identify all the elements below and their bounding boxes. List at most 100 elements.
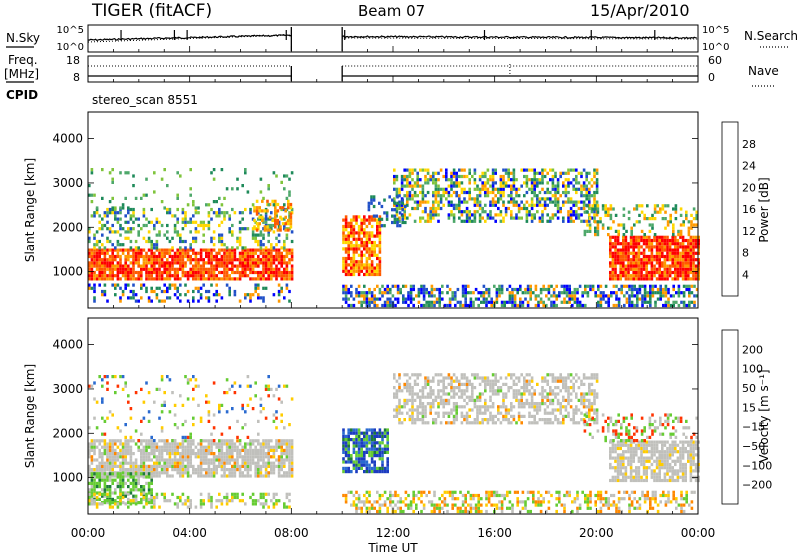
data-cell	[145, 258, 148, 262]
data-cell	[363, 438, 366, 442]
data-cell	[121, 458, 125, 462]
data-cell	[519, 284, 522, 288]
data-cell	[106, 251, 109, 255]
data-cell	[283, 187, 286, 191]
data-cell	[140, 492, 143, 496]
data-cell	[674, 238, 677, 243]
data-cell	[370, 224, 374, 229]
data-cell	[168, 464, 172, 468]
data-cell	[533, 216, 536, 220]
data-cell	[189, 261, 192, 265]
data-cell	[103, 439, 107, 443]
data-cell	[241, 274, 244, 278]
data-cell	[270, 211, 273, 215]
data-cell	[632, 261, 635, 265]
data-cell	[158, 220, 161, 224]
data-cell	[114, 455, 117, 459]
data-cell	[202, 445, 205, 449]
data-cell	[469, 300, 473, 304]
data-cell	[205, 251, 208, 255]
data-cell	[648, 217, 652, 221]
date-label: 15/Apr/2010	[590, 1, 690, 20]
data-cell	[667, 297, 670, 301]
data-cell	[171, 461, 174, 465]
data-cell	[575, 190, 578, 195]
data-cell	[153, 261, 156, 265]
data-cell	[163, 261, 166, 265]
data-cell	[262, 474, 265, 478]
data-cell	[357, 447, 361, 451]
data-cell	[199, 270, 203, 275]
data-cell	[386, 460, 389, 464]
data-cell	[664, 287, 668, 292]
data-cell	[684, 261, 687, 265]
data-cell	[124, 196, 127, 200]
data-cell	[116, 495, 120, 500]
data-cell	[525, 200, 529, 204]
data-cell	[98, 258, 101, 262]
data-cell	[186, 258, 190, 262]
data-cell	[259, 270, 263, 275]
data-cell	[155, 254, 159, 259]
data-cell	[181, 468, 185, 472]
data-cell	[238, 277, 242, 281]
data-cell	[679, 213, 683, 217]
data-cell	[184, 270, 187, 275]
data-cell	[612, 291, 616, 295]
data-cell	[668, 251, 672, 255]
data-cell	[619, 270, 622, 275]
data-cell	[290, 452, 294, 456]
data-cell	[246, 474, 250, 478]
data-cell	[119, 481, 122, 485]
data-cell	[679, 264, 682, 268]
data-cell	[215, 258, 218, 262]
data-cell	[275, 243, 278, 247]
data-cell	[365, 272, 369, 277]
data-cell	[484, 174, 487, 179]
data-cell	[218, 236, 221, 240]
data-cell	[575, 200, 578, 204]
data-cell	[473, 216, 477, 220]
data-cell	[155, 455, 159, 459]
data-cell	[288, 448, 291, 452]
data-cell	[588, 200, 591, 204]
data-cell	[378, 231, 382, 235]
data-cell	[101, 223, 104, 228]
data-cell	[363, 294, 366, 298]
data-cell	[259, 464, 263, 468]
data-cell	[233, 258, 237, 262]
data-cell	[98, 497, 101, 501]
data-cell	[218, 442, 221, 446]
data-cell	[551, 213, 555, 217]
data-cell	[155, 296, 159, 300]
data-cell	[145, 254, 148, 259]
data-cell	[378, 263, 382, 267]
data-cell	[365, 441, 369, 445]
data-cell	[627, 251, 630, 255]
data-cell	[370, 266, 374, 270]
data-cell	[661, 217, 665, 221]
data-cell	[228, 458, 231, 462]
data-cell	[93, 492, 96, 496]
data-cell	[565, 291, 569, 295]
data-cell	[645, 267, 648, 271]
data-cell	[202, 502, 205, 506]
data-cell	[142, 445, 146, 449]
data-cell	[218, 403, 221, 407]
data-cell	[184, 217, 187, 221]
data-cell	[279, 225, 282, 229]
data-cell	[344, 441, 348, 445]
data-cell	[259, 492, 263, 496]
data-cell	[264, 258, 268, 262]
data-cell	[507, 200, 510, 204]
data-cell	[257, 243, 260, 247]
data-cell	[189, 248, 192, 252]
data-cell	[124, 286, 127, 290]
data-cell	[244, 410, 247, 414]
data-cell	[438, 300, 441, 304]
data-cell	[153, 289, 156, 294]
data-cell	[124, 448, 127, 452]
data-cell	[129, 435, 133, 439]
data-cell	[186, 458, 190, 462]
data-cell	[674, 270, 677, 275]
